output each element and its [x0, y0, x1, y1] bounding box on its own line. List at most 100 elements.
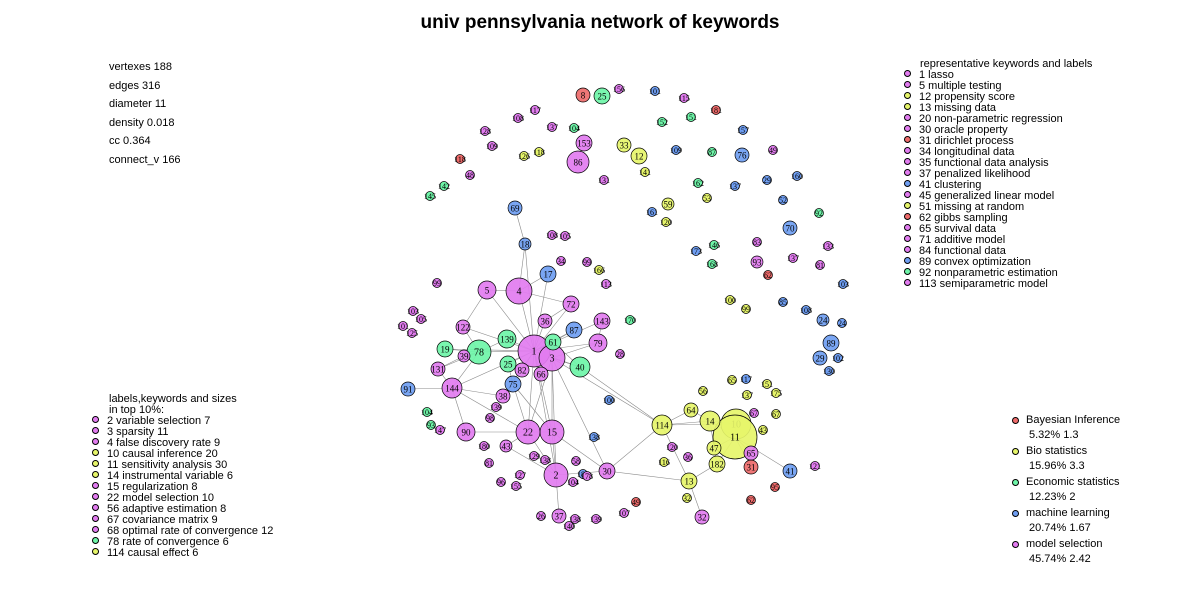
svg-text:151: 151: [761, 380, 773, 389]
svg-text:52: 52: [779, 196, 787, 205]
representative-item: 30 oracle property: [904, 125, 1092, 136]
svg-text:82: 82: [518, 366, 527, 376]
legend-dot-icon: [904, 246, 911, 253]
legend-dot-icon: [904, 224, 911, 231]
legend-dot-icon: [904, 158, 911, 165]
network-node: 61: [544, 333, 562, 351]
svg-text:72: 72: [567, 300, 576, 310]
network-node: 117: [529, 105, 541, 115]
top10-item: 14 instrumental variable 6: [92, 471, 273, 482]
representative-item: 71 additive model: [904, 235, 1092, 246]
network-node: 146: [708, 240, 720, 250]
network-node: 114: [651, 414, 673, 436]
svg-text:39: 39: [460, 352, 470, 362]
legend-dot-icon: [904, 70, 911, 77]
network-node: 91: [400, 381, 416, 397]
category-dot-icon: [1012, 510, 1019, 517]
network-node: 18: [518, 237, 532, 251]
category-value: 5.32% 1.3: [1029, 429, 1079, 441]
network-node: 99: [741, 304, 751, 314]
network-node: 152: [656, 117, 668, 127]
top10-label: 22 model selection 10: [107, 492, 215, 504]
network-node: 28: [615, 349, 625, 359]
svg-text:137: 137: [546, 123, 558, 132]
svg-text:32: 32: [683, 494, 691, 503]
network-node: 59: [661, 197, 675, 211]
svg-text:3: 3: [550, 354, 555, 365]
representative-item: 34 longitudinal data: [904, 147, 1092, 158]
svg-text:81: 81: [485, 459, 493, 468]
svg-text:114: 114: [655, 421, 669, 431]
representative-item: 12 propensity score: [904, 92, 1092, 103]
legend-dot-icon: [904, 279, 911, 286]
network-node: 181: [710, 105, 722, 115]
network-node: 64: [683, 402, 699, 418]
network-node: 138: [569, 514, 581, 524]
svg-text:115: 115: [678, 94, 690, 103]
network-node: 113: [600, 279, 612, 289]
network-node: 66: [533, 366, 549, 382]
network-node: 142: [438, 181, 450, 191]
svg-text:157: 157: [737, 126, 749, 135]
category-name: Economic statistics: [1026, 476, 1120, 488]
network-node: 65: [743, 445, 759, 461]
legend-dot-icon: [904, 180, 911, 187]
top10-label: 14 instrumental variable 6: [107, 470, 233, 482]
network-node: 131: [598, 175, 610, 185]
network-node: 118: [454, 154, 466, 164]
svg-text:101: 101: [397, 322, 409, 331]
top10-item: 11 sensitivity analysis 30: [92, 460, 273, 471]
network-node: 120: [660, 217, 672, 227]
svg-text:117: 117: [740, 375, 752, 384]
svg-text:139: 139: [500, 335, 514, 345]
network-node: 103: [407, 306, 419, 316]
top10-heading-1: labels,keywords and sizes: [109, 393, 237, 405]
svg-text:122: 122: [456, 323, 470, 333]
network-node: 26: [536, 511, 546, 521]
svg-text:117: 117: [529, 106, 541, 115]
network-node: 69: [507, 200, 523, 216]
legend-dot-icon: [92, 427, 99, 434]
svg-text:137: 137: [729, 182, 741, 191]
network-node: 157: [737, 125, 749, 135]
representative-label: 37 penalized likelihood: [919, 168, 1031, 180]
svg-text:153: 153: [577, 139, 591, 149]
svg-text:79: 79: [594, 339, 604, 349]
category-value: 20.74% 1.67: [1029, 522, 1091, 534]
stat-density: density 0.018: [109, 117, 175, 129]
legend-dot-icon: [92, 515, 99, 522]
network-node: 13: [680, 472, 698, 490]
network-node: 96: [496, 477, 506, 487]
top10-item: 67 covariance matrix 9: [92, 515, 273, 526]
top10-item: 22 model selection 10: [92, 493, 273, 504]
network-node: 104: [567, 477, 579, 487]
top10-item: 56 adaptive estimation 8: [92, 504, 273, 515]
svg-text:170: 170: [624, 316, 636, 325]
svg-text:101: 101: [649, 87, 661, 96]
svg-text:104: 104: [421, 408, 433, 417]
svg-text:43: 43: [759, 426, 767, 435]
svg-text:15: 15: [547, 428, 557, 439]
top10-item: 3 sparsity 11: [92, 427, 273, 438]
network-node: 33: [616, 137, 632, 153]
svg-text:160: 160: [791, 172, 803, 181]
svg-text:41: 41: [786, 467, 795, 477]
svg-text:91: 91: [404, 385, 413, 395]
legend-dot-icon: [92, 526, 99, 533]
network-node: 92: [814, 208, 824, 218]
svg-text:26: 26: [537, 512, 545, 521]
svg-text:144: 144: [445, 384, 459, 394]
network-node: 38: [495, 388, 511, 404]
network-node: 78: [466, 339, 492, 365]
representative-heading: representative keywords and labels: [920, 58, 1093, 70]
network-node: 108: [546, 230, 558, 240]
svg-text:17: 17: [544, 270, 554, 280]
network-node: 128: [479, 126, 491, 136]
legend-dot-icon: [904, 92, 911, 99]
network-node: 5: [477, 280, 497, 300]
network-node: 70: [782, 220, 798, 236]
network-node: 14: [699, 410, 721, 432]
svg-text:143: 143: [595, 317, 609, 327]
legend-dot-icon: [904, 191, 911, 198]
svg-text:93: 93: [427, 421, 435, 430]
